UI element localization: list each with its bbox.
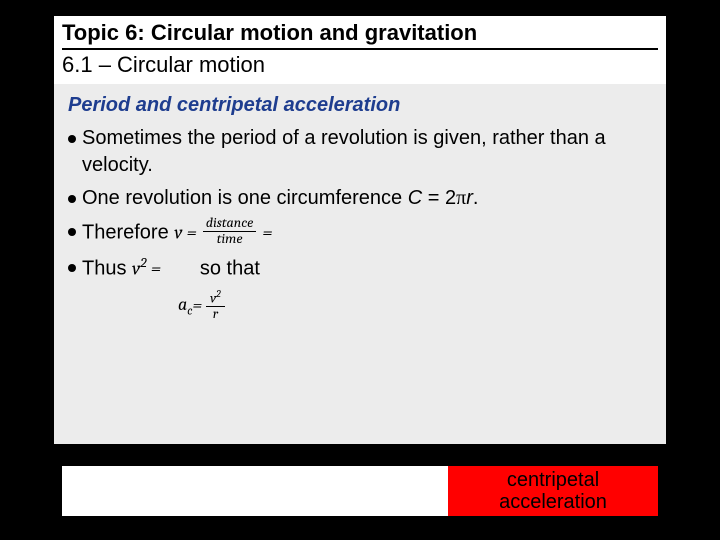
footer-left-blank bbox=[62, 466, 448, 516]
pi-symbol: π bbox=[456, 187, 466, 209]
bullet-3: Therefore v = distancetime = bbox=[68, 218, 652, 248]
ac-formula: ac = v2r bbox=[178, 289, 652, 322]
b3-eq2: = bbox=[258, 221, 272, 243]
topic-title: Topic 6: Circular motion and gravitation bbox=[62, 20, 658, 50]
bullet-2: One revolution is one circumference C = … bbox=[68, 185, 652, 212]
bullet-1: Sometimes the period of a revolution is … bbox=[68, 125, 652, 179]
footer-label-box: centripetal acceleration bbox=[448, 466, 658, 516]
section-heading: Period and centripetal acceleration bbox=[68, 94, 652, 117]
ac-fraction: v2r bbox=[206, 289, 225, 322]
ac-a: a bbox=[178, 294, 187, 315]
bullet-1-text: Sometimes the period of a revolution is … bbox=[82, 125, 652, 179]
bullet-icon bbox=[68, 228, 76, 236]
footer-bar: centripetal acceleration bbox=[60, 464, 660, 518]
b2-post: . bbox=[473, 187, 479, 209]
bullet-4-text: Thus v2 = so that bbox=[82, 254, 652, 283]
bullet-icon bbox=[68, 264, 76, 272]
ac-num-exp: 2 bbox=[216, 288, 221, 300]
bullet-4: Thus v2 = so that bbox=[68, 254, 652, 283]
b4-eq: = bbox=[147, 258, 161, 280]
b4-v: v bbox=[132, 258, 140, 280]
b4-mid: so that bbox=[161, 258, 260, 280]
topic-subtitle: 6.1 – Circular motion bbox=[62, 50, 658, 78]
b3-den: time bbox=[203, 232, 256, 247]
b3-fraction: distancetime bbox=[203, 216, 256, 246]
slide-content: Period and centripetal acceleration Some… bbox=[54, 84, 666, 444]
b2-pre: One revolution is one circumference bbox=[82, 187, 408, 209]
slide-container: Topic 6: Circular motion and gravitation… bbox=[54, 16, 666, 444]
b3-eq1: = bbox=[182, 221, 200, 243]
bullet-icon bbox=[68, 195, 76, 203]
bullet-2-text: One revolution is one circumference C = … bbox=[82, 185, 652, 212]
b3-pre: Therefore bbox=[82, 221, 174, 243]
slide-header: Topic 6: Circular motion and gravitation… bbox=[54, 16, 666, 84]
b4-pre: Thus bbox=[82, 258, 132, 280]
b2-var-c: C bbox=[408, 187, 422, 209]
footer-line2: acceleration bbox=[499, 491, 607, 513]
ac-den: r bbox=[206, 307, 225, 322]
ac-eq: = bbox=[193, 295, 203, 316]
ac-label: ac bbox=[178, 294, 193, 318]
b2-var-r: r bbox=[466, 187, 473, 209]
bullet-icon bbox=[68, 135, 76, 143]
b2-eq: = 2 bbox=[422, 187, 456, 209]
bullet-3-text: Therefore v = distancetime = bbox=[82, 218, 652, 248]
footer-line1: centripetal bbox=[507, 469, 599, 491]
